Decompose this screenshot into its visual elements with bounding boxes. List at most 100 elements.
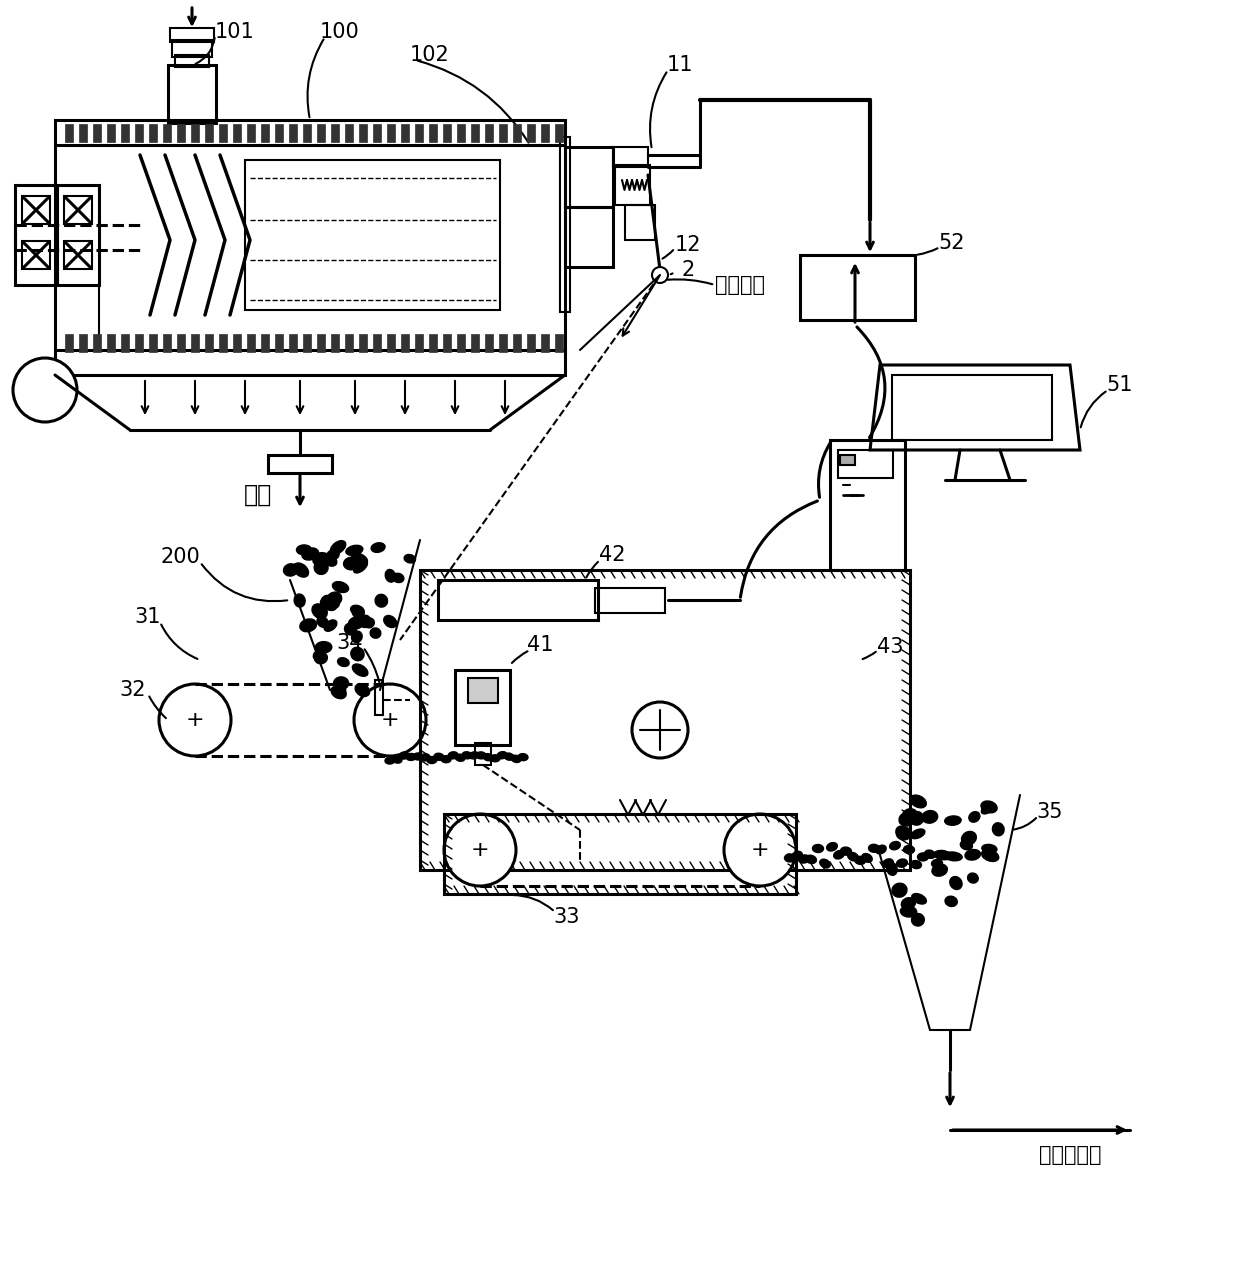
Bar [387, 124, 396, 142]
Text: 101: 101 [215, 22, 255, 42]
Ellipse shape [887, 862, 898, 875]
Ellipse shape [875, 845, 887, 853]
Ellipse shape [931, 860, 942, 867]
Bar [830, 439, 905, 570]
Bar [373, 124, 381, 142]
Text: 米糠: 米糠 [244, 483, 272, 507]
Text: 11: 11 [667, 55, 693, 75]
Text: 2: 2 [681, 260, 694, 279]
Ellipse shape [854, 856, 866, 865]
Bar [122, 334, 129, 352]
Circle shape [353, 685, 427, 756]
Ellipse shape [448, 752, 458, 759]
Circle shape [159, 685, 231, 756]
Bar [625, 204, 655, 240]
Ellipse shape [352, 554, 367, 565]
Bar [560, 137, 570, 312]
Ellipse shape [314, 560, 329, 574]
Bar [438, 580, 598, 620]
Ellipse shape [386, 569, 396, 582]
Ellipse shape [918, 853, 929, 861]
Bar [485, 334, 494, 352]
Ellipse shape [785, 853, 796, 862]
Bar [219, 334, 227, 352]
Bar [107, 334, 115, 352]
Bar [247, 334, 255, 352]
Bar [135, 124, 143, 142]
Ellipse shape [889, 842, 900, 850]
Bar [55, 119, 565, 375]
Ellipse shape [321, 596, 335, 608]
Ellipse shape [992, 823, 1004, 836]
Bar [246, 160, 500, 310]
Bar [15, 185, 57, 284]
Ellipse shape [331, 541, 346, 554]
Bar [177, 334, 185, 352]
Bar [247, 124, 255, 142]
Bar [191, 124, 198, 142]
Text: 31: 31 [135, 607, 161, 627]
Ellipse shape [351, 606, 362, 615]
Ellipse shape [806, 855, 816, 864]
Ellipse shape [393, 573, 404, 583]
Ellipse shape [434, 753, 444, 761]
Bar [149, 124, 157, 142]
Ellipse shape [463, 752, 472, 759]
Ellipse shape [315, 652, 327, 664]
Bar [429, 334, 436, 352]
Ellipse shape [294, 563, 309, 577]
Ellipse shape [392, 756, 402, 763]
Ellipse shape [904, 846, 914, 853]
Ellipse shape [820, 860, 830, 867]
Circle shape [632, 702, 688, 758]
Bar [420, 570, 910, 870]
Bar [471, 124, 479, 142]
Text: 大米主流: 大米主流 [715, 276, 765, 295]
Bar [268, 455, 332, 472]
Ellipse shape [348, 616, 365, 629]
Bar [613, 147, 649, 166]
Ellipse shape [284, 564, 298, 577]
Bar [79, 334, 87, 352]
Ellipse shape [968, 812, 980, 822]
Bar [401, 334, 409, 352]
Bar [513, 124, 521, 142]
Ellipse shape [343, 558, 360, 570]
Bar [275, 334, 283, 352]
Bar [415, 124, 423, 142]
Bar [107, 124, 115, 142]
Bar [556, 334, 563, 352]
Ellipse shape [981, 801, 997, 813]
Text: 43: 43 [877, 638, 903, 657]
Bar [64, 124, 73, 142]
Ellipse shape [833, 851, 844, 859]
Bar [260, 124, 269, 142]
Circle shape [444, 814, 516, 886]
Bar [345, 334, 353, 352]
Text: +: + [381, 710, 399, 730]
Bar [303, 124, 311, 142]
Bar [289, 124, 298, 142]
Ellipse shape [329, 598, 340, 608]
Ellipse shape [326, 592, 342, 606]
Bar [838, 450, 893, 478]
Ellipse shape [965, 850, 981, 860]
Bar [172, 39, 212, 57]
Ellipse shape [925, 850, 935, 859]
Ellipse shape [967, 872, 978, 883]
Bar [57, 185, 99, 284]
Ellipse shape [320, 599, 336, 611]
Bar [162, 334, 171, 352]
Bar [122, 124, 129, 142]
Ellipse shape [371, 542, 386, 552]
Ellipse shape [420, 754, 430, 761]
Ellipse shape [982, 845, 997, 853]
Ellipse shape [351, 648, 365, 660]
Bar [64, 334, 73, 352]
Text: 12: 12 [675, 235, 702, 255]
Ellipse shape [300, 618, 316, 631]
Ellipse shape [345, 624, 357, 635]
Ellipse shape [505, 753, 513, 761]
Circle shape [652, 267, 668, 283]
Bar [458, 124, 465, 142]
